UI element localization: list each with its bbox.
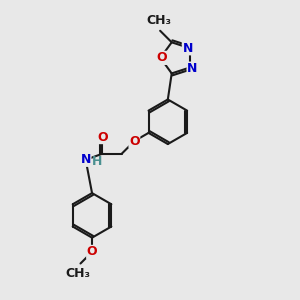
Text: O: O xyxy=(129,135,140,148)
Text: O: O xyxy=(87,245,98,258)
Text: N: N xyxy=(187,62,197,75)
Text: O: O xyxy=(97,130,108,143)
Text: N: N xyxy=(80,153,91,166)
Text: O: O xyxy=(157,51,167,64)
Text: H: H xyxy=(92,155,102,168)
Text: CH₃: CH₃ xyxy=(66,267,91,280)
Text: N: N xyxy=(182,42,193,55)
Text: CH₃: CH₃ xyxy=(146,14,171,27)
